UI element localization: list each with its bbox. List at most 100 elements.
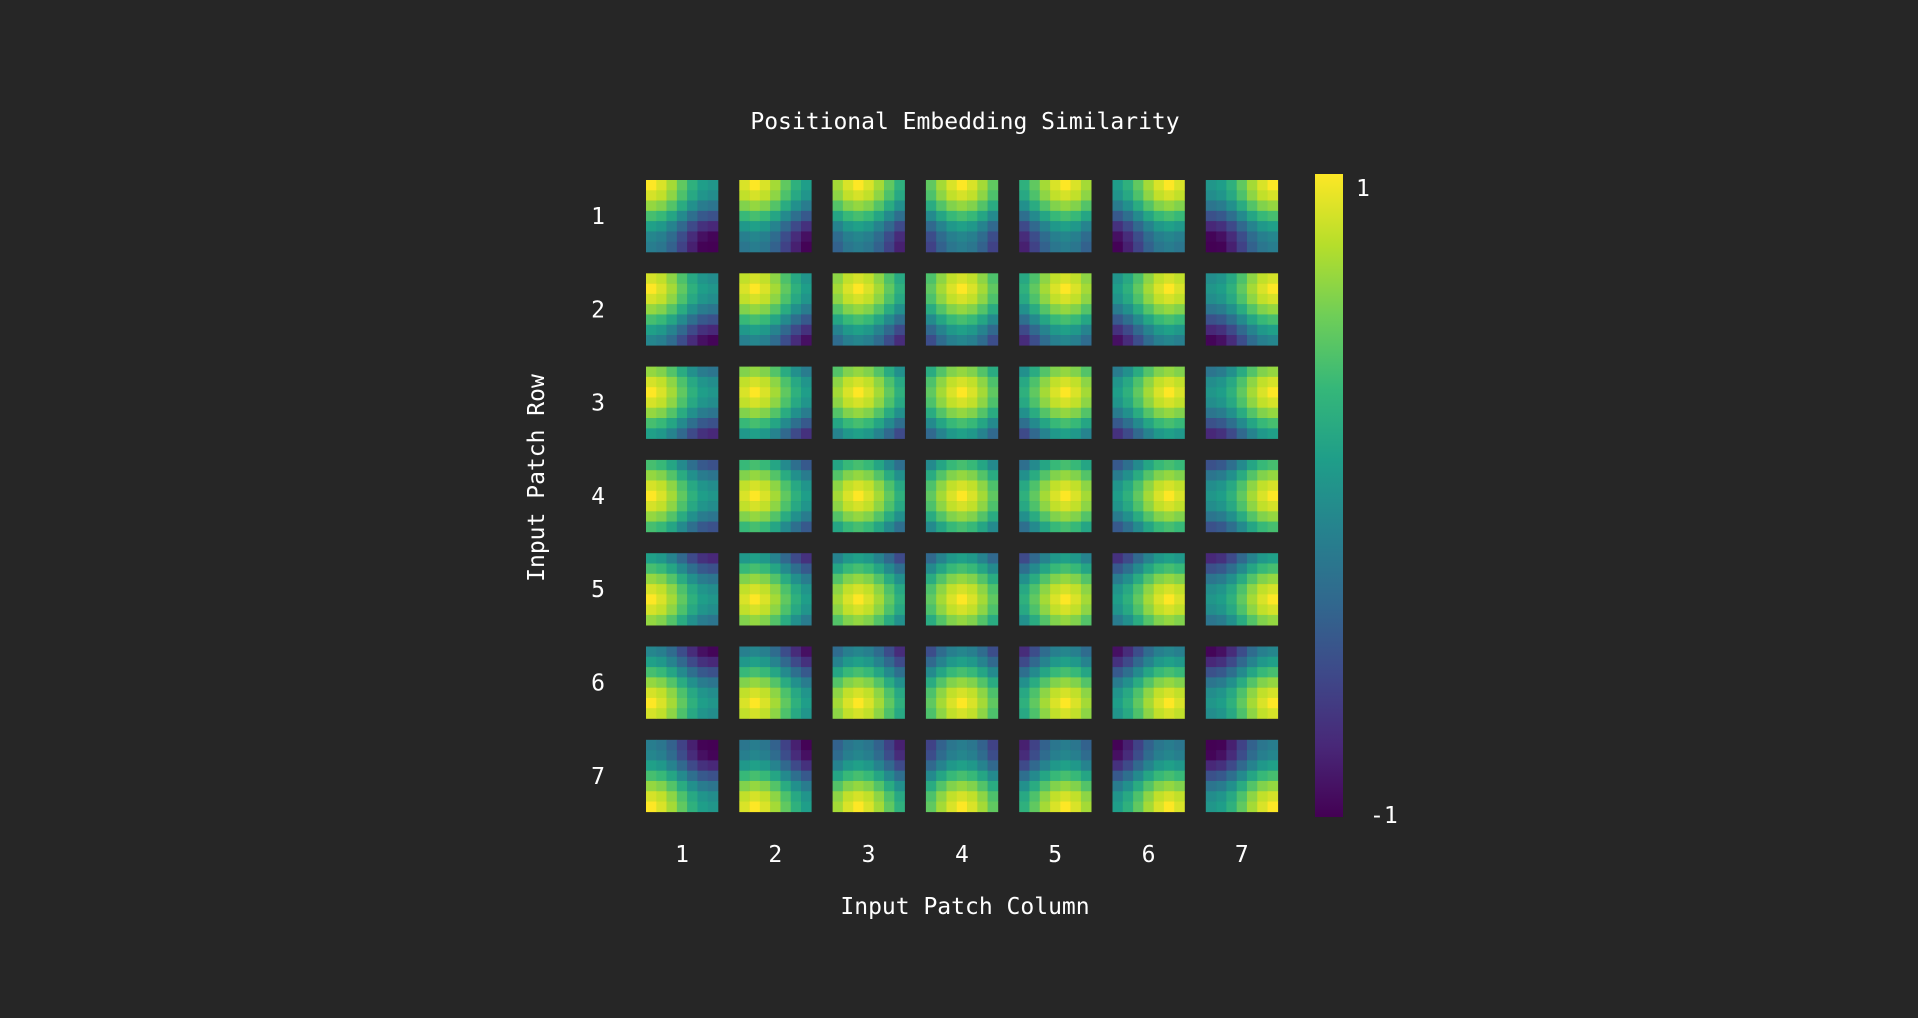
heatmap-cell bbox=[770, 573, 781, 585]
heatmap-cell bbox=[780, 387, 792, 398]
heatmap-cell bbox=[863, 459, 875, 471]
heatmap-cell bbox=[1257, 739, 1268, 751]
heatmap-cell bbox=[801, 614, 812, 626]
heatmap-cell bbox=[1267, 283, 1279, 295]
heatmap-cell bbox=[967, 459, 978, 471]
heatmap-cell bbox=[739, 407, 750, 419]
heatmap-cell bbox=[1226, 697, 1237, 709]
heatmap-cell bbox=[967, 283, 978, 295]
heatmap-cell bbox=[1060, 304, 1071, 315]
heatmap-cell bbox=[687, 501, 698, 512]
heatmap-cell bbox=[1163, 521, 1175, 533]
heatmap-cell bbox=[936, 511, 947, 522]
heatmap-cell bbox=[1112, 241, 1124, 253]
heatmap-cell bbox=[884, 563, 895, 575]
heatmap-cell bbox=[832, 697, 844, 709]
heatmap-cell bbox=[697, 480, 709, 492]
heatmap-cell bbox=[749, 573, 761, 585]
heatmap-cell bbox=[873, 459, 885, 471]
heatmap-cell bbox=[770, 200, 781, 212]
heatmap-cell bbox=[1205, 180, 1217, 191]
heatmap-cell bbox=[759, 801, 771, 813]
heatmap-cell bbox=[1050, 304, 1061, 315]
heatmap-cell bbox=[770, 646, 781, 658]
heatmap-cell bbox=[656, 656, 667, 668]
heatmap-cell bbox=[1019, 241, 1030, 253]
heatmap-cell bbox=[666, 210, 678, 222]
heatmap-cell bbox=[1205, 553, 1217, 564]
heatmap-cell bbox=[977, 594, 988, 605]
heatmap-cell bbox=[1267, 521, 1279, 533]
heatmap-cell bbox=[780, 760, 792, 771]
heatmap-tile-r6-c7 bbox=[1205, 646, 1279, 719]
heatmap-cell bbox=[1143, 594, 1154, 605]
heatmap-cell bbox=[1122, 739, 1134, 751]
heatmap-cell bbox=[646, 283, 657, 295]
heatmap-cell bbox=[801, 304, 812, 315]
heatmap-cell bbox=[842, 677, 854, 688]
heatmap-cell bbox=[1163, 314, 1175, 326]
heatmap-cell bbox=[770, 407, 781, 419]
heatmap-cell bbox=[1112, 283, 1124, 295]
heatmap-cell bbox=[1039, 697, 1051, 709]
heatmap-cell bbox=[1019, 470, 1030, 481]
heatmap-cell bbox=[1236, 501, 1248, 512]
heatmap-cell bbox=[1039, 501, 1051, 512]
heatmap-cell bbox=[666, 376, 678, 388]
heatmap-cell bbox=[739, 335, 750, 346]
heatmap-cell bbox=[707, 646, 719, 658]
heatmap-cell bbox=[1060, 221, 1071, 232]
heatmap-cell bbox=[1060, 180, 1071, 191]
heatmap-cell bbox=[646, 563, 657, 575]
heatmap-cell bbox=[1163, 604, 1175, 616]
heatmap-cell bbox=[1080, 646, 1092, 658]
heatmap-cell bbox=[1163, 750, 1175, 761]
heatmap-cell bbox=[967, 667, 978, 678]
heatmap-cell bbox=[646, 231, 657, 243]
heatmap-cell bbox=[956, 418, 968, 429]
heatmap-cell bbox=[1133, 231, 1144, 243]
heatmap-cell bbox=[1112, 273, 1124, 284]
heatmap-cell bbox=[770, 563, 781, 575]
heatmap-cell bbox=[1226, 594, 1237, 605]
heatmap-cell bbox=[1039, 677, 1051, 688]
heatmap-cell bbox=[707, 770, 719, 782]
heatmap-cell bbox=[936, 273, 947, 284]
heatmap-cell bbox=[1174, 780, 1185, 792]
heatmap-cell bbox=[1163, 760, 1175, 771]
heatmap-cell bbox=[925, 553, 937, 564]
heatmap-cell bbox=[1122, 614, 1134, 626]
heatmap-cell bbox=[656, 521, 667, 533]
heatmap-cell bbox=[1080, 428, 1092, 439]
heatmap-cell bbox=[853, 687, 864, 699]
heatmap-cell bbox=[707, 470, 719, 481]
heatmap-cell bbox=[1050, 273, 1061, 284]
heatmap-cell bbox=[1070, 791, 1082, 802]
heatmap-cell bbox=[873, 584, 885, 595]
heatmap-cell bbox=[884, 604, 895, 616]
heatmap-cell bbox=[987, 584, 999, 595]
heatmap-cell bbox=[1236, 304, 1248, 315]
heatmap-cell bbox=[1226, 180, 1237, 191]
heatmap-cell bbox=[1019, 573, 1030, 585]
heatmap-cell bbox=[739, 314, 750, 326]
heatmap-cell bbox=[676, 791, 688, 802]
heatmap-cell bbox=[925, 324, 937, 336]
heatmap-cell bbox=[925, 697, 937, 709]
heatmap-cell bbox=[1112, 667, 1124, 678]
heatmap-cell bbox=[1029, 614, 1041, 626]
heatmap-cell bbox=[853, 210, 864, 222]
heatmap-cell bbox=[1267, 760, 1279, 771]
heatmap-cell bbox=[1019, 387, 1030, 398]
heatmap-cell bbox=[1153, 553, 1165, 564]
heatmap-cell bbox=[1029, 646, 1041, 658]
heatmap-cell bbox=[967, 594, 978, 605]
heatmap-cell bbox=[1029, 335, 1041, 346]
heatmap-cell bbox=[894, 304, 905, 315]
heatmap-cell bbox=[739, 687, 750, 699]
heatmap-cell bbox=[697, 521, 709, 533]
heatmap-cell bbox=[1267, 418, 1279, 429]
heatmap-cell bbox=[656, 780, 667, 792]
heatmap-cell bbox=[925, 739, 937, 751]
